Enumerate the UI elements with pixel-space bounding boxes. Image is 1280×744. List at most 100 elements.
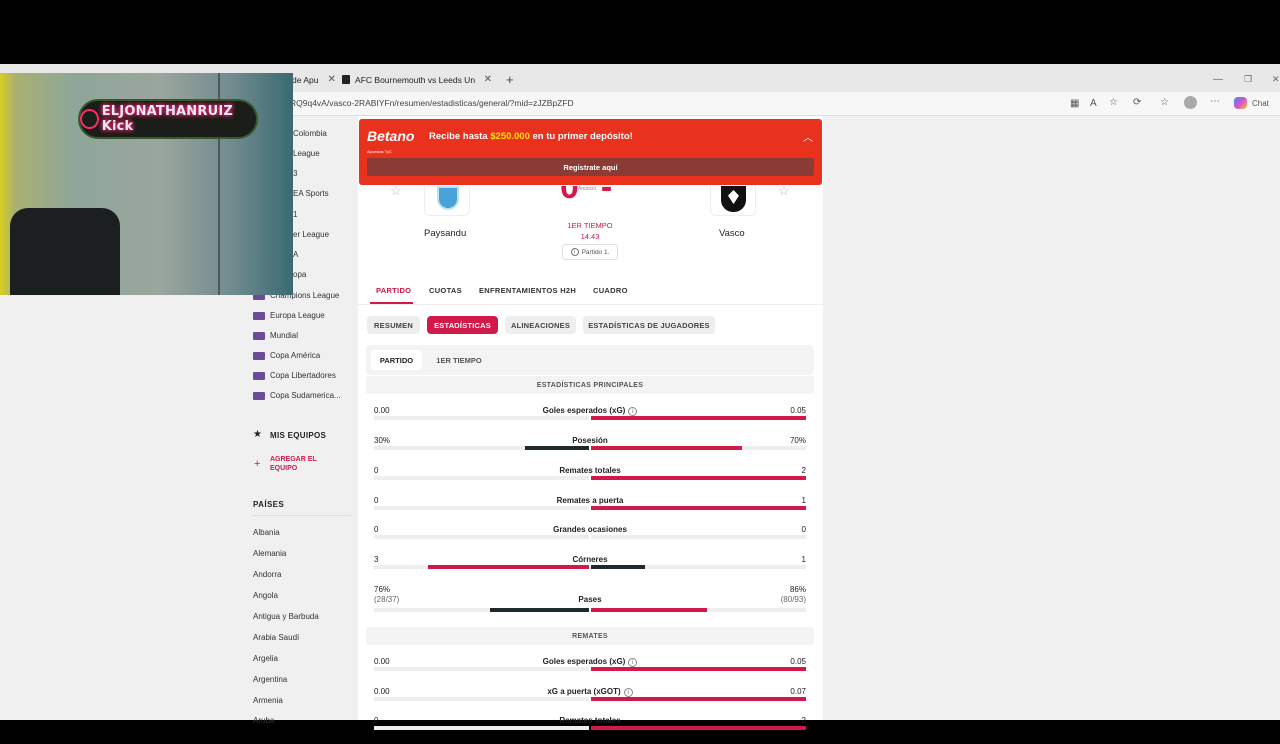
country-item[interactable]: Armenia xyxy=(253,696,283,705)
country-item[interactable]: Alemania xyxy=(253,549,287,558)
stat-label: Goles esperados (xG) i xyxy=(374,657,806,667)
close-icon[interactable]: ✕ xyxy=(483,74,492,85)
stat-row: 0 1 Remates a puerta xyxy=(374,496,806,524)
league-item[interactable]: 3 xyxy=(293,169,298,178)
neon-sign: ELJONATHANRUIZ Kick xyxy=(78,99,258,139)
stat-bar-home-track xyxy=(374,565,589,569)
close-icon[interactable]: ✕ xyxy=(327,74,336,85)
profile-avatar[interactable] xyxy=(1184,96,1197,109)
tab-apuestas[interactable]: de Apu ✕ xyxy=(292,69,336,90)
stat-bar-home xyxy=(524,446,589,450)
new-tab-button[interactable]: + xyxy=(506,72,514,87)
banner-text: Recibe hasta $250.000 en tu primer depós… xyxy=(429,131,633,142)
country-item[interactable]: Aruba xyxy=(253,716,275,725)
country-item[interactable]: Andorra xyxy=(253,570,282,579)
league-item[interactable]: Champions League xyxy=(270,291,340,300)
league-item[interactable]: er League xyxy=(293,230,330,239)
league-item[interactable]: opa xyxy=(293,270,307,279)
subtab-estadisticas-jugadores[interactable]: ESTADÍSTICAS DE JUGADORES xyxy=(583,316,715,334)
chevron-up-icon[interactable]: ︿ xyxy=(803,133,813,144)
period-1er-tiempo[interactable]: 1ER TIEMPO xyxy=(436,355,482,365)
league-item[interactable]: Copa Libertadores xyxy=(270,371,336,380)
read-aloud-icon[interactable]: A xyxy=(1090,98,1097,109)
banner-text-suffix: en tu primer depósito! xyxy=(529,131,633,142)
stat-bar-away-track xyxy=(591,476,806,480)
country-item[interactable]: Argelia xyxy=(253,654,278,663)
grid-icon[interactable]: ▦ xyxy=(1070,98,1080,109)
country-item[interactable]: Angola xyxy=(253,591,278,600)
favorite-away-star-icon[interactable]: ☆ xyxy=(778,183,790,198)
stat-bar-home-track xyxy=(374,476,589,480)
country-item[interactable]: Albania xyxy=(253,528,280,537)
partido-chip[interactable]: i Partido 1. xyxy=(562,244,618,260)
stat-label-text: Remates totales xyxy=(559,716,621,725)
stat-away-value: 2 xyxy=(801,466,806,475)
league-item[interactable]: Copa América xyxy=(270,351,321,360)
favorite-home-star-icon[interactable]: ☆ xyxy=(390,183,402,198)
league-item[interactable]: A xyxy=(293,250,299,259)
window-close-icon[interactable]: ✕ xyxy=(1272,74,1280,84)
tab-match[interactable]: AFC Bournemouth vs Leeds United ✕ xyxy=(342,69,492,90)
world-flag-icon xyxy=(253,392,265,400)
stat-label-text: Posesión xyxy=(572,436,608,445)
home-team-logo[interactable] xyxy=(424,186,470,216)
match-period: 1ER TIEMPO xyxy=(567,221,613,230)
plus-icon[interactable]: + xyxy=(254,458,261,470)
copilot-chat-label[interactable]: Chat xyxy=(1252,99,1269,108)
score: 0-0 xyxy=(560,186,620,200)
maximize-icon[interactable]: ❐ xyxy=(1244,74,1253,84)
league-item[interactable]: EA Sports xyxy=(293,189,329,198)
away-team-name[interactable]: Vasco xyxy=(719,228,745,239)
paises-title: PAÍSES xyxy=(253,500,285,509)
stat-away-value: 86% xyxy=(789,585,806,594)
favorites-icon[interactable]: ☆ xyxy=(1160,97,1169,108)
stat-bar-away xyxy=(591,697,806,701)
stat-home-value: 0 xyxy=(374,525,379,534)
agregar-equipo-link[interactable]: AGREGAR EL EQUIPO xyxy=(270,456,317,472)
betano-logo-sub: Apuestas TyC xyxy=(367,149,392,154)
stat-home-value: 76% xyxy=(374,585,391,594)
league-item[interactable]: Mundial xyxy=(270,331,299,340)
period-selector xyxy=(366,345,814,375)
register-button[interactable]: Registrate aquí xyxy=(367,158,814,176)
league-item[interactable]: League xyxy=(293,149,320,158)
copilot-icon[interactable] xyxy=(1234,97,1247,109)
stat-away-value: 1 xyxy=(801,496,806,505)
subtab-estadisticas[interactable]: ESTADÍSTICAS xyxy=(427,316,498,334)
info-icon[interactable]: i xyxy=(628,658,638,667)
stat-home-value: 0.00 xyxy=(374,657,390,666)
stat-label: xG a puerta (xGOT) i xyxy=(374,687,806,697)
tab-partido[interactable]: PARTIDO xyxy=(376,286,412,295)
info-icon[interactable]: i xyxy=(628,407,638,416)
stat-label: Córneres xyxy=(374,555,806,564)
tab-cuotas[interactable]: CUOTAS xyxy=(429,286,462,295)
refresh-icon[interactable]: ⟳ xyxy=(1133,97,1142,108)
info-icon[interactable]: i xyxy=(623,688,633,697)
period-partido[interactable]: PARTIDO xyxy=(371,350,422,370)
more-icon[interactable]: ⋯ xyxy=(1210,96,1220,107)
partido-chip-label: Partido 1. xyxy=(581,248,610,256)
active-tab-indicator xyxy=(370,302,413,304)
tab-cuadro[interactable]: CUADRO xyxy=(593,286,628,295)
home-team-name[interactable]: Paysandu xyxy=(424,228,467,239)
away-team-logo[interactable] xyxy=(710,186,756,216)
league-item[interactable]: Europa League xyxy=(270,311,325,320)
stat-home-value: 0.00 xyxy=(374,687,390,696)
country-item[interactable]: Argentina xyxy=(253,675,288,684)
world-flag-icon xyxy=(253,332,265,340)
subtab-alineaciones[interactable]: ALINEACIONES xyxy=(505,316,576,334)
tab-h2h[interactable]: ENFRENTAMIENTOS H2H xyxy=(479,286,577,295)
stat-away-value: 0.05 xyxy=(790,657,806,666)
league-item[interactable]: Copa Sudamerica... xyxy=(270,391,341,400)
url-text[interactable]: RQ9q4vA/vasco-2RABIYFn/resumen/estadisti… xyxy=(290,98,574,108)
league-item[interactable]: Colombia xyxy=(293,129,327,138)
country-item[interactable]: Antigua y Barbuda xyxy=(253,612,319,621)
stat-bar-home-track xyxy=(374,726,589,730)
subtab-resumen[interactable]: RESUMEN xyxy=(367,316,420,334)
country-item[interactable]: Arabia Saudí xyxy=(253,633,300,642)
favorite-star-icon[interactable]: ☆ xyxy=(1109,97,1118,108)
score-text: 0-0 xyxy=(560,186,620,200)
stat-bar-home xyxy=(427,565,589,569)
minimize-icon[interactable]: — xyxy=(1213,74,1223,85)
league-item[interactable]: 1 xyxy=(293,210,298,219)
